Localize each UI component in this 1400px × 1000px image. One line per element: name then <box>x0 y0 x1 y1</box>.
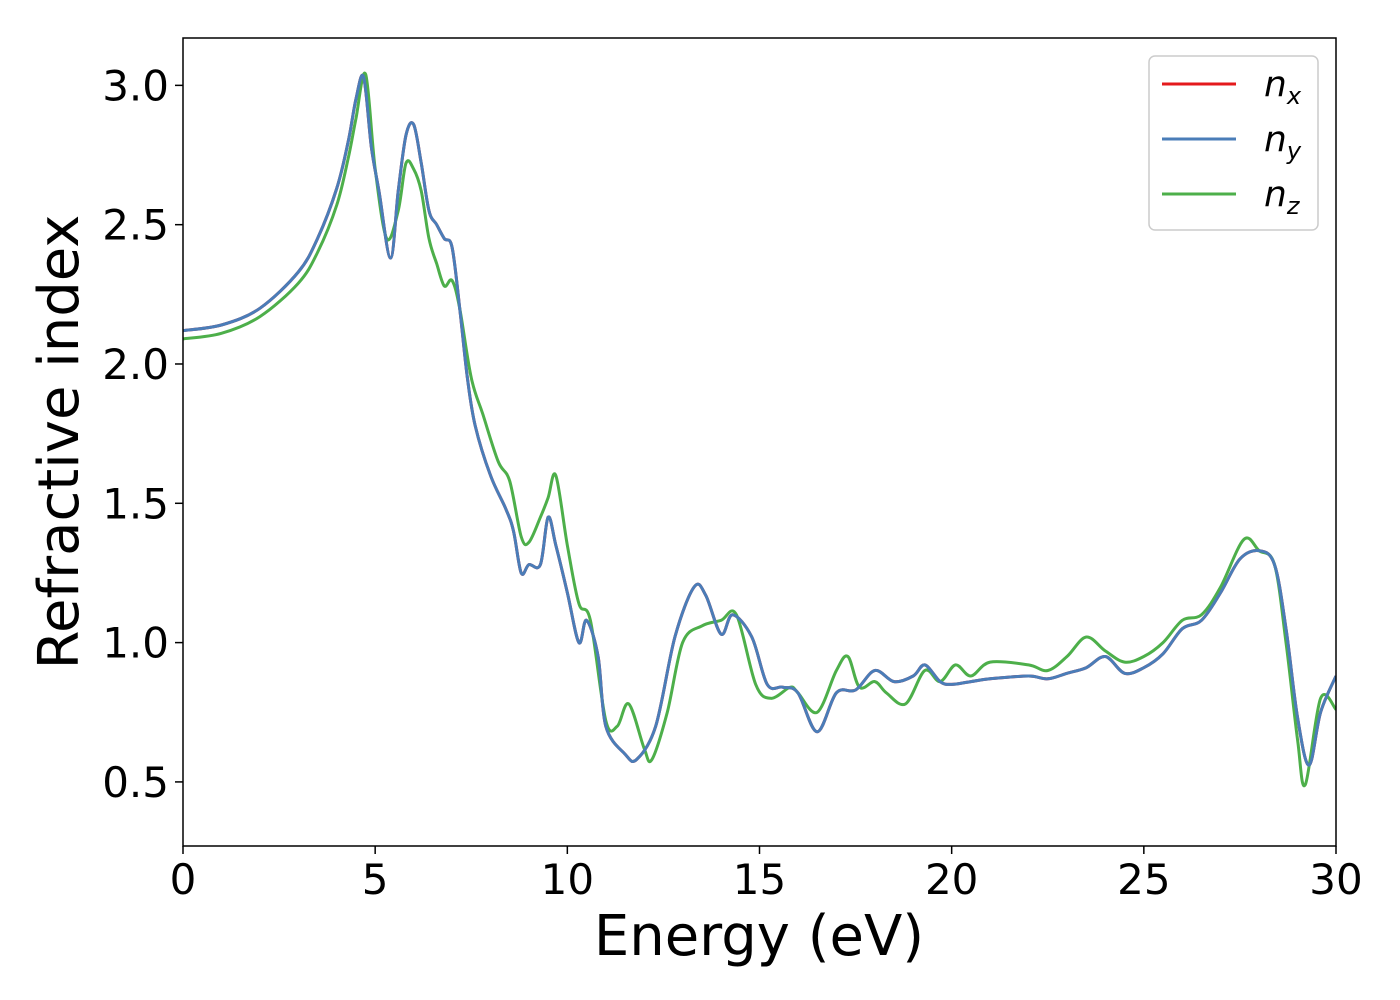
y-axis-label: Refractive index <box>27 215 92 670</box>
x-tick-label: 25 <box>1117 855 1170 904</box>
y-tick-label: 1.5 <box>102 479 169 528</box>
legend-box <box>1148 55 1319 231</box>
y-tick-label: 3.0 <box>102 61 169 110</box>
legend-label-sub: z <box>1286 192 1301 220</box>
legend-label-ny: ny <box>1264 119 1302 165</box>
x-tick-label: 15 <box>733 855 786 904</box>
legend-label-main: n <box>1264 119 1287 160</box>
legend-label-main: n <box>1264 64 1287 105</box>
plot-area <box>183 71 1336 788</box>
legend-label-sub: y <box>1286 137 1302 165</box>
series-line-nz <box>183 71 1336 788</box>
y-tick-label: 2.5 <box>102 201 169 250</box>
y-tick-label: 2.0 <box>102 340 169 389</box>
legend-label-nz: nz <box>1264 174 1301 220</box>
legend-label-nx: nx <box>1264 64 1302 110</box>
legend-label-sub: x <box>1286 82 1302 110</box>
x-tick-label: 20 <box>925 855 978 904</box>
x-tick-label: 0 <box>170 855 197 904</box>
y-axis: 0.5 1.0 1.5 2.0 2.5 3.0 <box>102 61 183 807</box>
x-tick-label: 5 <box>362 855 389 904</box>
series-line-ny <box>183 73 1336 767</box>
y-tick-label: 1.0 <box>102 619 169 668</box>
x-tick-label: 30 <box>1309 855 1362 904</box>
legend-label-main: n <box>1264 174 1287 215</box>
x-axis-label: Energy (eV) <box>594 904 924 969</box>
x-axis: 0 5 10 15 20 25 30 <box>170 846 1363 904</box>
x-tick-label: 10 <box>541 855 594 904</box>
y-tick-label: 0.5 <box>102 758 169 807</box>
